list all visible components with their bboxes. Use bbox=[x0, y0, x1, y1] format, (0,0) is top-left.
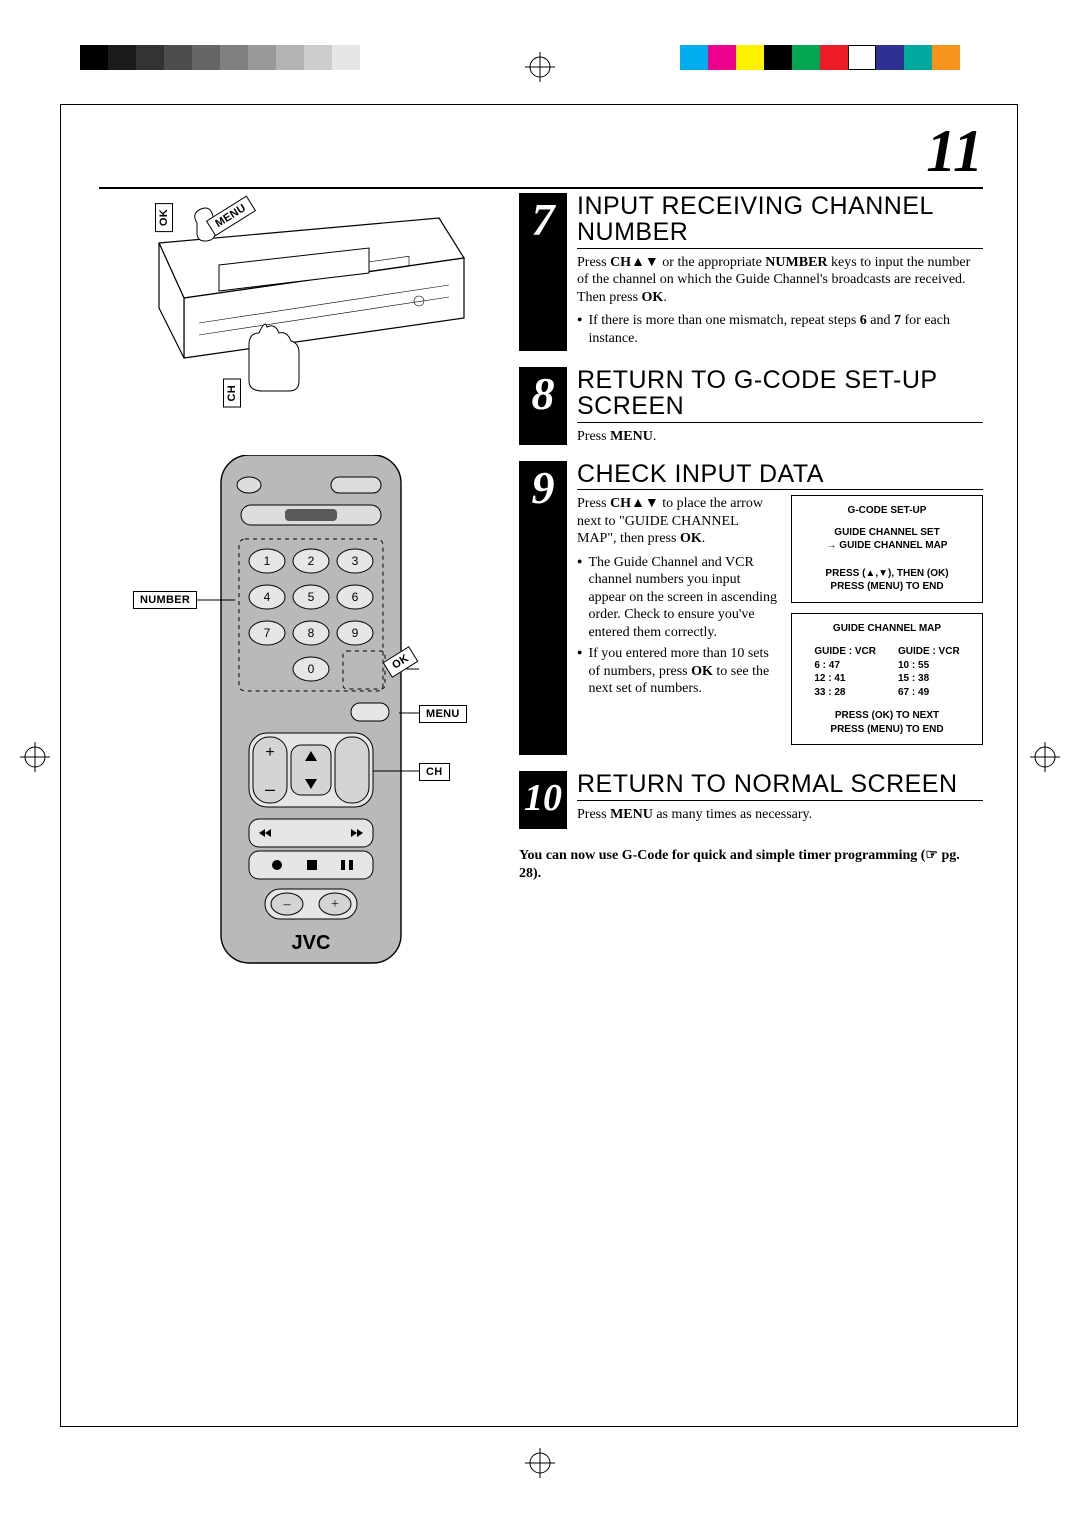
color-swatch bbox=[820, 45, 848, 70]
step-9-number: 9 bbox=[519, 461, 567, 755]
registration-mark-left bbox=[20, 742, 50, 772]
step-8: 8 RETURN TO G-CODE SET-UP SCREEN Press M… bbox=[519, 367, 983, 445]
color-swatch bbox=[736, 45, 764, 70]
color-swatch bbox=[108, 45, 136, 70]
osd2-row: 6 : 47 bbox=[814, 659, 876, 673]
color-bars-grayscale bbox=[80, 45, 360, 70]
osd2-row: 10 : 55 bbox=[898, 659, 960, 673]
step-10: 10 RETURN TO NORMAL SCREEN Press MENU as… bbox=[519, 771, 983, 829]
color-swatch bbox=[248, 45, 276, 70]
color-swatch bbox=[192, 45, 220, 70]
step-8-body: Press MENU. bbox=[577, 428, 983, 446]
svg-text:3: 3 bbox=[352, 554, 359, 568]
osd2-footer-1: PRESS (OK) TO NEXT bbox=[798, 709, 976, 723]
svg-text:1: 1 bbox=[264, 554, 271, 568]
color-swatch bbox=[220, 45, 248, 70]
color-swatch bbox=[164, 45, 192, 70]
remote-brand-label: JVC bbox=[292, 932, 331, 954]
color-swatch bbox=[932, 45, 960, 70]
osd2-head-l: GUIDE : VCR bbox=[814, 645, 876, 659]
remote-callout-ch: CH bbox=[419, 763, 450, 781]
svg-text:6: 6 bbox=[352, 590, 359, 604]
page-number: 11 bbox=[926, 117, 983, 186]
step-8-number: 8 bbox=[519, 367, 567, 445]
page-frame: 11 bbox=[60, 104, 1018, 1427]
step-10-body: Press MENU as many times as necessary. bbox=[577, 806, 983, 824]
color-swatch bbox=[876, 45, 904, 70]
step-7-number: 7 bbox=[519, 193, 567, 351]
remote-illustration: 1 2 3 4 5 6 7 8 9 0 + bbox=[129, 455, 439, 995]
osd2-title: GUIDE CHANNEL MAP bbox=[798, 622, 976, 636]
color-swatch bbox=[904, 45, 932, 70]
osd-channel-map: GUIDE CHANNEL MAP GUIDE : VCR 6 : 47 12 … bbox=[791, 613, 983, 746]
color-swatch bbox=[304, 45, 332, 70]
step-10-number: 10 bbox=[519, 771, 567, 829]
svg-text:8: 8 bbox=[308, 626, 315, 640]
step-7-title: INPUT RECEIVING CHANNEL NUMBER bbox=[577, 193, 983, 249]
step-9-title: CHECK INPUT DATA bbox=[577, 461, 983, 490]
step-7-body: Press CH▲▼ or the appropriate NUMBER key… bbox=[577, 254, 983, 307]
remote-callout-number: NUMBER bbox=[133, 591, 197, 609]
vcr-callout-ok: OK bbox=[155, 203, 173, 232]
color-swatch bbox=[792, 45, 820, 70]
vcr-callout-ch: CH bbox=[223, 379, 241, 408]
registration-mark-top bbox=[525, 52, 555, 82]
color-swatch bbox=[848, 45, 876, 70]
osd2-footer-2: PRESS (MENU) TO END bbox=[798, 723, 976, 737]
svg-text:+: + bbox=[331, 897, 339, 912]
color-swatch bbox=[764, 45, 792, 70]
remote-callout-menu: MENU bbox=[419, 705, 467, 723]
horizontal-rule bbox=[99, 187, 983, 189]
svg-text:7: 7 bbox=[264, 626, 271, 640]
svg-text:5: 5 bbox=[308, 590, 315, 604]
step-8-title: RETURN TO G-CODE SET-UP SCREEN bbox=[577, 367, 983, 423]
osd2-row: 12 : 41 bbox=[814, 672, 876, 686]
registration-mark-right bbox=[1030, 742, 1060, 772]
svg-text:–: – bbox=[265, 779, 275, 799]
osd1-footer-2: PRESS (MENU) TO END bbox=[798, 580, 976, 594]
svg-text:0: 0 bbox=[308, 662, 315, 676]
color-swatch bbox=[276, 45, 304, 70]
step-9-bullet-2: If you entered more than 10 sets of numb… bbox=[588, 645, 779, 698]
osd1-line-2: → GUIDE CHANNEL MAP bbox=[798, 539, 976, 553]
osd2-row: 33 : 28 bbox=[814, 686, 876, 700]
vcr-illustration: OK MENU CH bbox=[99, 203, 479, 413]
osd2-head-r: GUIDE : VCR bbox=[898, 645, 960, 659]
svg-text:+: + bbox=[265, 744, 274, 761]
osd1-footer-1: PRESS (▲,▼), THEN (OK) bbox=[798, 567, 976, 581]
step-9-body: Press CH▲▼ to place the arrow next to "G… bbox=[577, 495, 779, 548]
osd1-title: G-CODE SET-UP bbox=[798, 504, 976, 518]
color-swatch bbox=[332, 45, 360, 70]
osd2-row: 67 : 49 bbox=[898, 686, 960, 700]
osd-gcode-setup: G-CODE SET-UP GUIDE CHANNEL SET → GUIDE … bbox=[791, 495, 983, 603]
color-bars-cmyk bbox=[680, 45, 960, 70]
color-swatch bbox=[80, 45, 108, 70]
svg-text:–: – bbox=[283, 897, 292, 912]
color-swatch bbox=[680, 45, 708, 70]
registration-mark-bottom bbox=[525, 1448, 555, 1478]
svg-text:2: 2 bbox=[308, 554, 315, 568]
step-9-bullet-1: The Guide Channel and VCR channel number… bbox=[588, 554, 779, 642]
svg-text:9: 9 bbox=[352, 626, 359, 640]
color-swatch bbox=[708, 45, 736, 70]
final-note: You can now use G-Code for quick and sim… bbox=[519, 847, 983, 883]
step-7-bullet: If there is more than one mismatch, repe… bbox=[588, 312, 983, 347]
osd2-row: 15 : 38 bbox=[898, 672, 960, 686]
svg-text:4: 4 bbox=[264, 590, 271, 604]
step-10-title: RETURN TO NORMAL SCREEN bbox=[577, 771, 983, 800]
osd1-line-1: GUIDE CHANNEL SET bbox=[798, 526, 976, 540]
step-7: 7 INPUT RECEIVING CHANNEL NUMBER Press C… bbox=[519, 193, 983, 351]
color-swatch bbox=[136, 45, 164, 70]
step-9: 9 CHECK INPUT DATA Press CH▲▼ to place t… bbox=[519, 461, 983, 755]
